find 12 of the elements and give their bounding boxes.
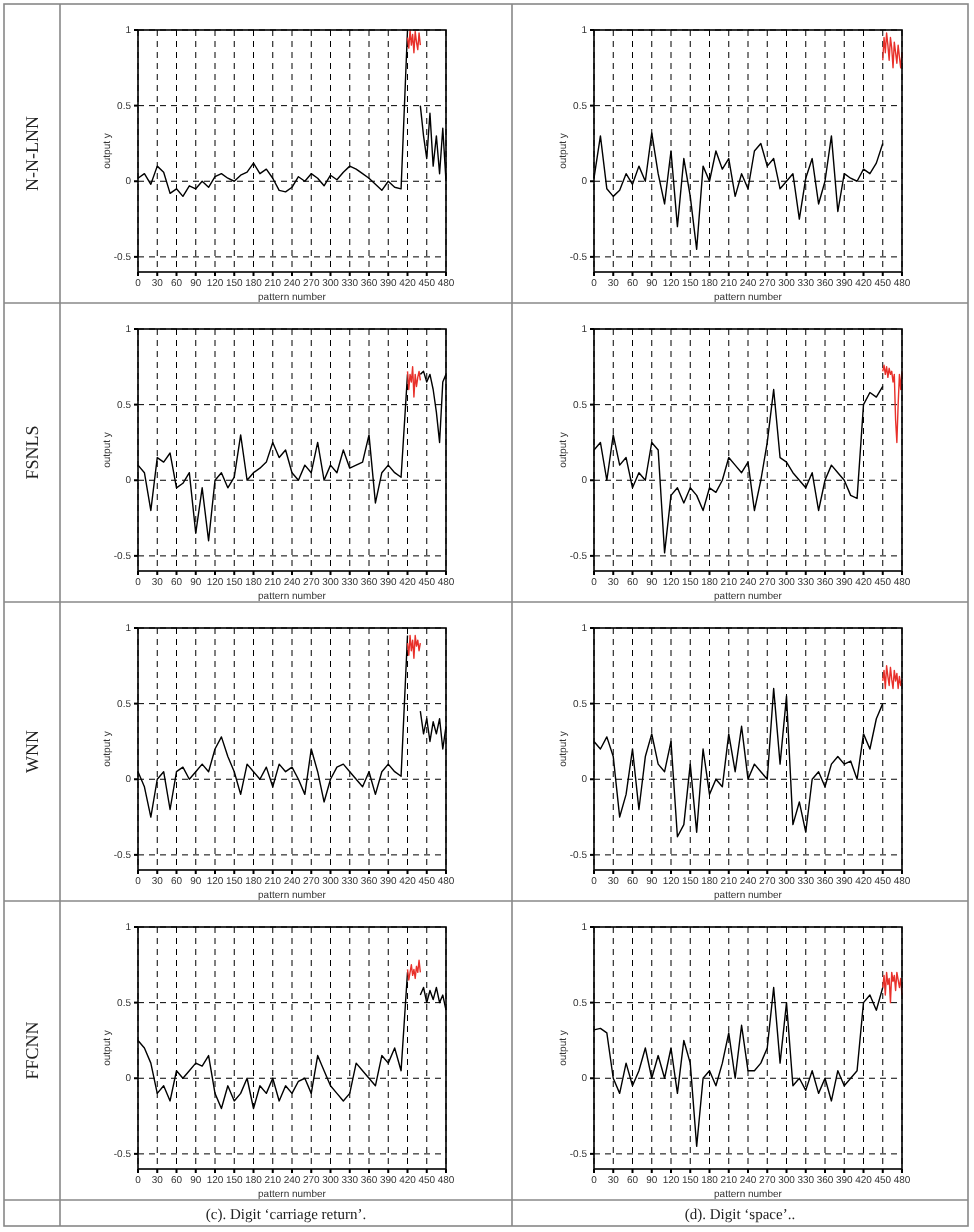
line-series [406,29,422,54]
text: WNN [22,729,42,773]
line-series [406,959,422,981]
text: N-N-LNN [22,115,42,191]
line-series [882,971,903,1004]
line-series [882,665,903,690]
line-series [406,634,422,659]
text: FSNLS [22,425,42,480]
line-series [406,366,422,398]
line-series [882,32,903,69]
text: FFCNN [22,1020,42,1080]
line-series [882,364,903,444]
